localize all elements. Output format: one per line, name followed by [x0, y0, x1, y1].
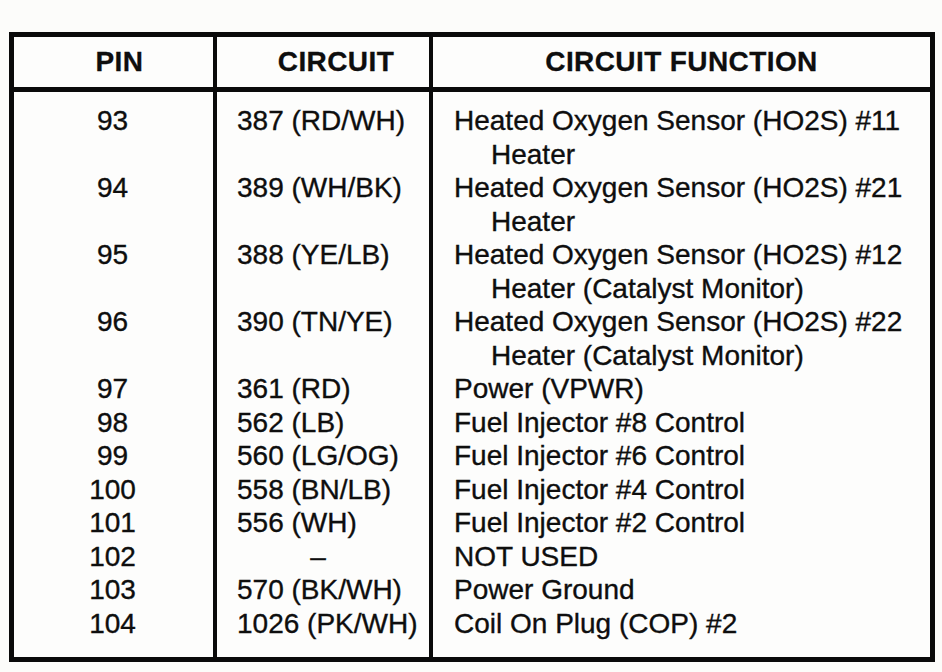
table-row: 102 – NOT USED: [14, 540, 930, 574]
table-row: 95 388 (YE/LB) Heated Oxygen Sensor (HO2…: [14, 238, 930, 305]
function-continuation-line: Heater (Catalyst Monitor): [454, 272, 930, 306]
function-line: Power (VPWR): [454, 372, 930, 406]
circuit-function-cell: Power Ground: [433, 573, 930, 607]
circuit-cell: 387 (RD/WH): [217, 104, 433, 171]
table-row: 99 560 (LG/OG) Fuel Injector #6 Control: [14, 439, 930, 473]
circuit-function-cell: Power (VPWR): [433, 372, 930, 406]
circuit-cell: –: [217, 540, 433, 574]
pin-cell: 99: [14, 439, 217, 473]
column-header-circuit: CIRCUIT: [217, 37, 433, 87]
function-line: Fuel Injector #4 Control: [454, 473, 930, 507]
table-row: 93 387 (RD/WH) Heated Oxygen Sensor (HO2…: [14, 104, 930, 171]
circuit-cell: 560 (LG/OG): [217, 439, 433, 473]
circuit-cell: 1026 (PK/WH): [217, 607, 433, 641]
circuit-function-cell: Fuel Injector #8 Control: [433, 406, 930, 440]
pin-cell: 100: [14, 473, 217, 507]
column-header-pin: PIN: [14, 37, 217, 87]
table-row: 96 390 (TN/YE) Heated Oxygen Sensor (HO2…: [14, 305, 930, 372]
circuit-cell: 390 (TN/YE): [217, 305, 433, 372]
pin-cell: 103: [14, 573, 217, 607]
circuit-cell: 570 (BK/WH): [217, 573, 433, 607]
table-row: 104 1026 (PK/WH) Coil On Plug (COP) #2: [14, 607, 930, 641]
pin-cell: 97: [14, 372, 217, 406]
pin-cell: 95: [14, 238, 217, 305]
column-divider-circuit-function: [429, 37, 433, 657]
table-row: 97 361 (RD) Power (VPWR): [14, 372, 930, 406]
table-row: 103 570 (BK/WH) Power Ground: [14, 573, 930, 607]
table-row: 101 556 (WH) Fuel Injector #2 Control: [14, 506, 930, 540]
circuit-function-cell: Coil On Plug (COP) #2: [433, 607, 930, 641]
table-body: 93 387 (RD/WH) Heated Oxygen Sensor (HO2…: [14, 92, 930, 640]
pin-cell: 94: [14, 171, 217, 238]
function-line: Heated Oxygen Sensor (HO2S) #22: [454, 305, 930, 339]
function-line: Fuel Injector #2 Control: [454, 506, 930, 540]
pin-cell: 101: [14, 506, 217, 540]
function-continuation-line: Heater: [454, 138, 930, 172]
circuit-function-cell: NOT USED: [433, 540, 930, 574]
circuit-function-cell: Fuel Injector #6 Control: [433, 439, 930, 473]
pin-cell: 104: [14, 607, 217, 641]
circuit-function-cell: Fuel Injector #2 Control: [433, 506, 930, 540]
function-line: Fuel Injector #8 Control: [454, 406, 930, 440]
function-line: Heated Oxygen Sensor (HO2S) #21: [454, 171, 930, 205]
pin-cell: 96: [14, 305, 217, 372]
function-line: NOT USED: [454, 540, 930, 574]
function-continuation-line: Heater: [454, 205, 930, 239]
circuit-cell: 388 (YE/LB): [217, 238, 433, 305]
pin-circuit-table: PIN CIRCUIT CIRCUIT FUNCTION 93 387 (RD/…: [9, 32, 935, 662]
circuit-function-cell: Heated Oxygen Sensor (HO2S) #22Heater (C…: [433, 305, 930, 372]
circuit-cell: 361 (RD): [217, 372, 433, 406]
column-divider-pin-circuit: [213, 37, 217, 657]
table-row: 100 558 (BN/LB) Fuel Injector #4 Control: [14, 473, 930, 507]
circuit-function-cell: Heated Oxygen Sensor (HO2S) #21Heater: [433, 171, 930, 238]
function-line: Heated Oxygen Sensor (HO2S) #11: [454, 104, 930, 138]
circuit-cell: 562 (LB): [217, 406, 433, 440]
table-row: 98 562 (LB) Fuel Injector #8 Control: [14, 406, 930, 440]
column-header-circuit-function: CIRCUIT FUNCTION: [433, 37, 930, 87]
circuit-function-cell: Heated Oxygen Sensor (HO2S) #11Heater: [433, 104, 930, 171]
table-row: 94 389 (WH/BK) Heated Oxygen Sensor (HO2…: [14, 171, 930, 238]
function-line: Power Ground: [454, 573, 930, 607]
pin-cell: 98: [14, 406, 217, 440]
function-continuation-line: Heater (Catalyst Monitor): [454, 339, 930, 373]
table-header-row: PIN CIRCUIT CIRCUIT FUNCTION: [14, 37, 930, 92]
function-line: Fuel Injector #6 Control: [454, 439, 930, 473]
function-line: Coil On Plug (COP) #2: [454, 607, 930, 641]
circuit-cell: 389 (WH/BK): [217, 171, 433, 238]
scanned-page: PIN CIRCUIT CIRCUIT FUNCTION 93 387 (RD/…: [0, 0, 942, 672]
circuit-cell: 558 (BN/LB): [217, 473, 433, 507]
circuit-cell: 556 (WH): [217, 506, 433, 540]
circuit-function-cell: Fuel Injector #4 Control: [433, 473, 930, 507]
pin-cell: 93: [14, 104, 217, 171]
function-line: Heated Oxygen Sensor (HO2S) #12: [454, 238, 930, 272]
pin-cell: 102: [14, 540, 217, 574]
circuit-function-cell: Heated Oxygen Sensor (HO2S) #12Heater (C…: [433, 238, 930, 305]
